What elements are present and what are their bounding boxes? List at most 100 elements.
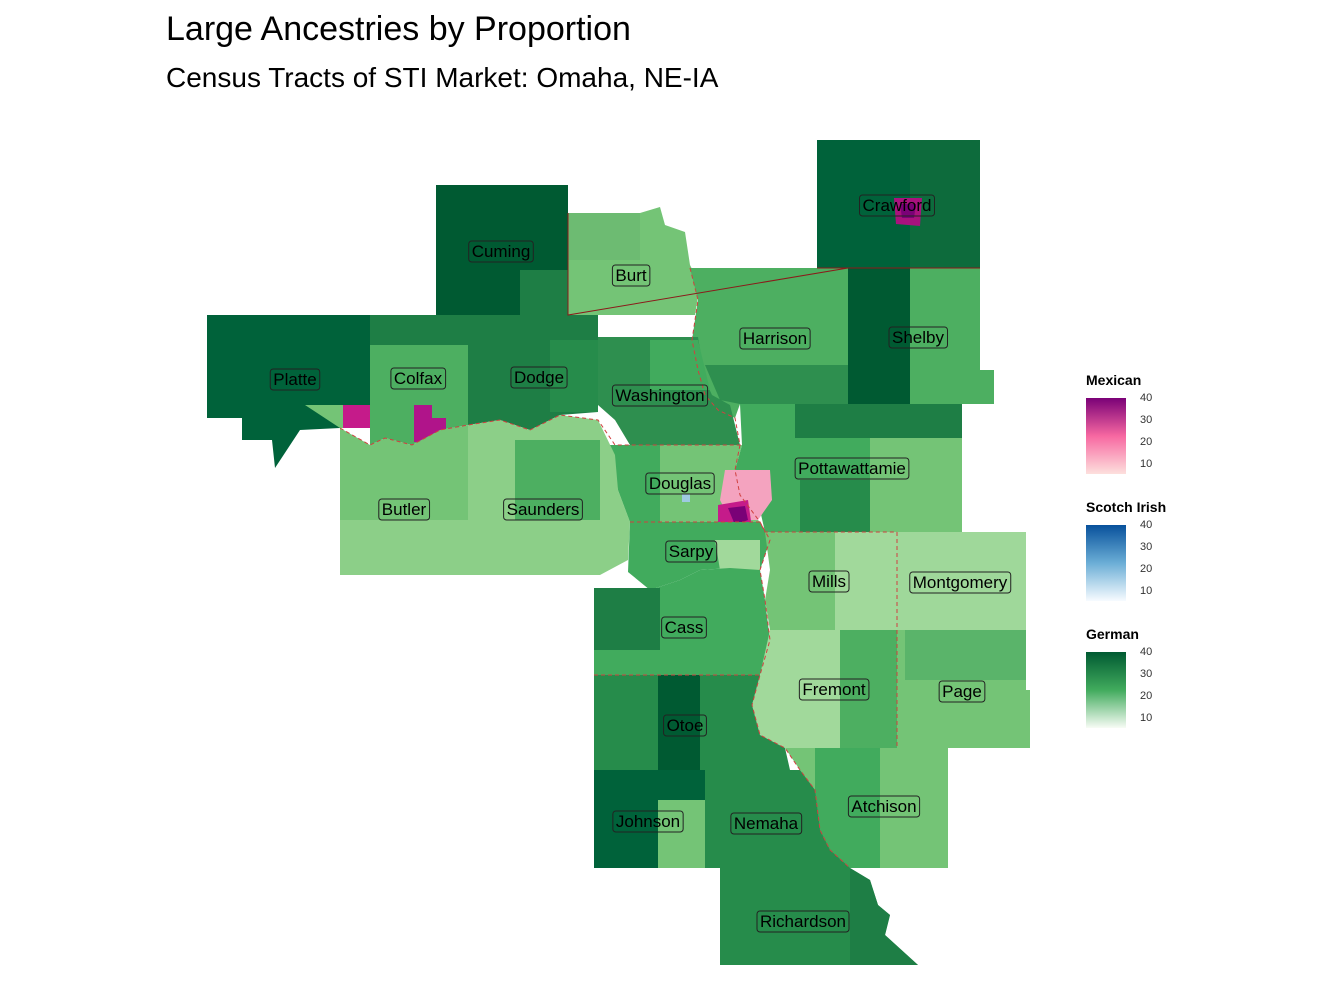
border-dashed-south (630, 521, 897, 533)
legend-scotch-irish-tick: 40 (1140, 519, 1153, 531)
county-label-washington: Washington (611, 384, 709, 407)
legend-mexican-tick: 30 (1140, 414, 1153, 426)
county-label-text: Nemaha (734, 814, 799, 833)
county-label-text: Shelby (892, 328, 944, 347)
county-label-shelby: Shelby (888, 326, 948, 349)
legend-german-tick: 30 (1140, 668, 1153, 680)
county-label-text: Atchison (851, 797, 916, 816)
legend-mexican: Mexican 40 30 20 10 (1086, 372, 1152, 478)
county-label-box (938, 680, 986, 703)
tract-cuming-se (520, 270, 568, 315)
map-title: Large Ancestries by Proportion (166, 10, 631, 48)
county-label-text: Mills (812, 572, 846, 591)
county-label-text: Burt (615, 266, 646, 285)
legend-german-tick: 10 (1140, 712, 1153, 724)
tract-johnson-se (658, 800, 705, 868)
county-label-box (739, 327, 811, 350)
county-label-box (611, 384, 709, 407)
tract-cass-w (594, 588, 660, 650)
county-label-fremont: Fremont (798, 678, 870, 701)
county-montgomery (897, 532, 1026, 630)
county-label-johnson: Johnson (612, 810, 684, 833)
tract-shelby-w (848, 268, 910, 404)
county-label-text: Pottawattamie (798, 459, 906, 478)
tract-sarpy-e (715, 540, 760, 570)
county-label-sarpy: Sarpy (665, 540, 718, 563)
tract-platte-mexican (343, 405, 370, 428)
county-label-box (645, 472, 715, 495)
county-label-box (612, 810, 684, 833)
county-label-butler: Butler (378, 498, 431, 521)
tract-dodge-e (550, 340, 598, 412)
tract-page-n (905, 630, 1026, 680)
county-label-text: Fremont (802, 680, 866, 699)
tract-crawford-mexican-core (900, 204, 916, 218)
county-label-text: Page (942, 682, 982, 701)
tract-saunders-center (515, 440, 600, 520)
county-label-otoe: Otoe (663, 714, 707, 737)
county-label-text: Platte (273, 370, 316, 389)
legend-german-tick: 20 (1140, 690, 1153, 702)
county-label-richardson: Richardson (756, 910, 850, 933)
county-label-text: Cass (665, 618, 704, 637)
county-platte (207, 315, 370, 468)
tract-crawford-east (910, 140, 980, 268)
county-label-crawford: Crawford (859, 194, 935, 217)
legend-mexican-title: Mexican (1086, 372, 1142, 388)
tract-omaha-scotch (682, 494, 690, 502)
county-borders (339, 213, 980, 869)
tract-potta-center (800, 480, 870, 532)
legend-scotch-irish-tick: 10 (1140, 585, 1153, 597)
tract-omaha-mexican-c (728, 506, 748, 525)
legend-mexican-scale: 40 30 20 10 (1086, 392, 1152, 478)
county-label-box (909, 571, 1012, 594)
tract-harrison-s (705, 365, 848, 404)
county-colfax (370, 315, 468, 445)
border-dashed-river (689, 267, 851, 869)
county-label-text: Dodge (514, 368, 564, 387)
county-label-text: Butler (382, 500, 427, 519)
county-label-douglas: Douglas (645, 472, 715, 495)
county-label-box (390, 367, 447, 390)
county-label-box (794, 457, 910, 480)
county-washington (598, 337, 740, 445)
legend-scotch-irish-tick: 20 (1140, 563, 1153, 575)
legend-scotch-irish: Scotch Irish 40 30 20 10 (1086, 499, 1166, 605)
legend-mexican-tick: 20 (1140, 436, 1153, 448)
legend-german: German 40 30 20 10 (1086, 626, 1152, 732)
legend-mexican-tick: 10 (1140, 458, 1153, 470)
border-north-1 (567, 213, 849, 316)
county-label-box (730, 812, 803, 835)
county-label-text: Otoe (667, 716, 704, 735)
county-label-harrison: Harrison (739, 327, 811, 350)
tract-potta-e (870, 430, 962, 532)
county-label-box (847, 795, 921, 818)
county-label-box (756, 910, 850, 933)
county-label-box (468, 240, 534, 263)
county-label-burt: Burt (611, 264, 651, 287)
legend-mexican-gradient (1086, 398, 1126, 474)
county-label-colfax: Colfax (390, 367, 447, 390)
county-label-box (611, 264, 651, 287)
legend-scotch-irish-title: Scotch Irish (1086, 499, 1167, 515)
map-subtitle: Census Tracts of STI Market: Omaha, NE-I… (166, 62, 719, 93)
county-label-mills: Mills (808, 570, 850, 593)
tract-douglas-w (610, 445, 660, 522)
legend-german-tick: 40 (1140, 646, 1153, 658)
county-label-montgomery: Montgomery (909, 571, 1012, 594)
county-label-text: Crawford (863, 196, 932, 215)
county-label-dodge: Dodge (510, 366, 568, 389)
county-labels: Crawford Cuming Burt Harrison Shelby Platte Co… (269, 194, 1012, 933)
legend-german-gradient (1086, 652, 1126, 728)
tract-atchison-w (815, 748, 880, 868)
county-label-cass: Cass (661, 616, 707, 639)
tract-butler-s (340, 520, 468, 575)
county-label-atchison: Atchison (847, 795, 921, 818)
county-label-box (661, 616, 707, 639)
legend-scotch-irish-tick: 30 (1140, 541, 1153, 553)
tract-mills-e (835, 532, 897, 630)
county-label-text: Saunders (507, 500, 580, 519)
tract-burt-w (568, 213, 640, 260)
county-label-platte: Platte (269, 368, 321, 391)
